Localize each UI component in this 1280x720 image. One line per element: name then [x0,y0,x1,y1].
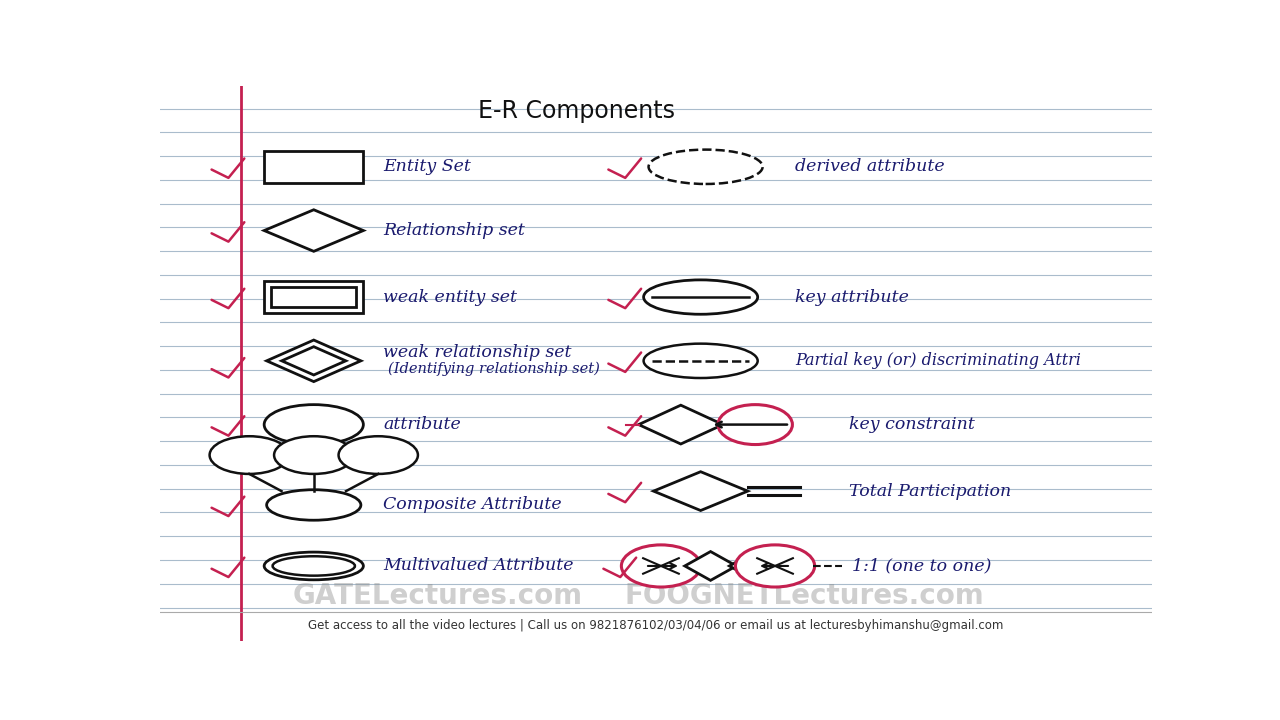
Ellipse shape [266,490,361,521]
Text: Get access to all the video lectures | Call us on 9821876102/03/04/06 or email u: Get access to all the video lectures | C… [308,619,1004,632]
Ellipse shape [649,150,763,184]
Ellipse shape [736,545,814,587]
Text: Composite Attribute: Composite Attribute [383,497,562,513]
Text: key constraint: key constraint [850,416,975,433]
Text: key attribute: key attribute [795,289,909,305]
Text: Total Participation: Total Participation [850,482,1011,500]
Text: weak entity set: weak entity set [383,289,517,305]
Text: E-R Components: E-R Components [479,99,675,123]
Ellipse shape [273,557,355,576]
Polygon shape [264,210,364,251]
Polygon shape [266,340,361,382]
Bar [264,282,364,313]
Text: GATELectures.com: GATELectures.com [293,582,582,611]
Polygon shape [730,552,781,580]
Text: attribute: attribute [383,416,461,433]
Text: weak relationship set: weak relationship set [383,344,572,361]
Text: derived attribute: derived attribute [795,158,945,175]
Text: FOOGNETLectures.com: FOOGNETLectures.com [625,582,984,611]
Bar [264,151,364,183]
Text: Partial key (or) discriminating Attri: Partial key (or) discriminating Attri [795,352,1080,369]
Ellipse shape [274,436,353,474]
Ellipse shape [264,405,364,444]
Text: 1:1 (one to one): 1:1 (one to one) [852,557,992,575]
Ellipse shape [210,436,289,474]
Ellipse shape [338,436,419,474]
Text: (Identifying relationship set): (Identifying relationship set) [388,362,600,377]
Bar [271,287,356,307]
Polygon shape [654,472,748,510]
Text: Relationship set: Relationship set [383,222,525,239]
Ellipse shape [264,552,364,580]
Polygon shape [639,405,723,444]
Text: Multivalued Attribute: Multivalued Attribute [383,557,573,575]
Text: Entity Set: Entity Set [383,158,471,175]
Polygon shape [282,347,346,375]
Ellipse shape [621,545,700,587]
Ellipse shape [718,405,792,444]
Ellipse shape [644,280,758,314]
Ellipse shape [644,343,758,378]
Polygon shape [685,552,736,580]
